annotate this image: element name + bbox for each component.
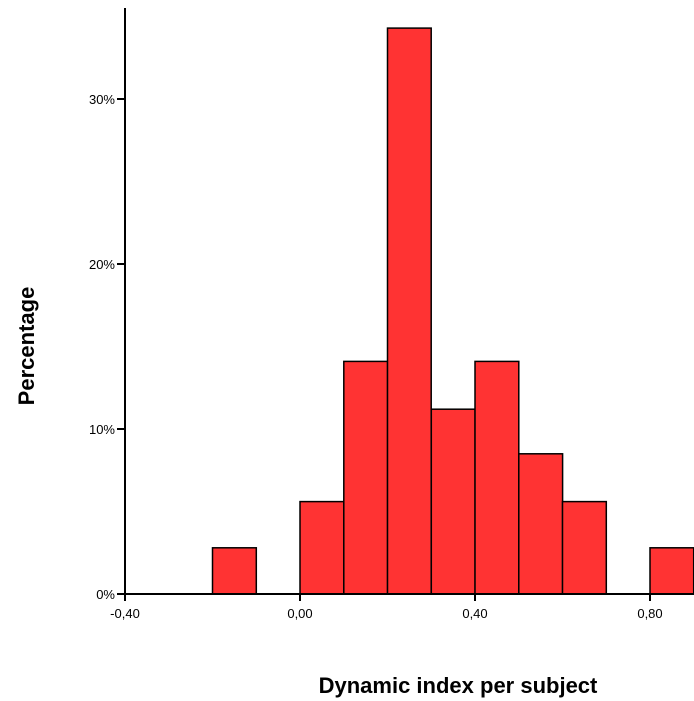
x-axis-title: Dynamic index per subject <box>319 673 598 698</box>
histogram-bars <box>211 27 694 595</box>
y-tick-label: 10% <box>89 422 115 437</box>
histogram-bar <box>561 500 608 595</box>
x-tick-label: 0,80 <box>637 606 662 621</box>
y-axis-title: Percentage <box>14 287 39 406</box>
y-tick-label: 0% <box>96 587 115 602</box>
x-tick-label: -0,40 <box>110 606 140 621</box>
y-tick-label: 20% <box>89 257 115 272</box>
histogram-bar <box>649 547 694 595</box>
histogram-bar <box>299 500 345 595</box>
histogram-bar <box>211 547 258 595</box>
histogram-bar <box>430 408 476 595</box>
x-tick-label: 0,40 <box>462 606 487 621</box>
x-axis-ticks: -0,40 0,00 0,40 0,80 <box>110 594 663 621</box>
histogram-bar <box>474 360 520 595</box>
histogram-bar <box>343 360 389 595</box>
x-tick-label: 0,00 <box>287 606 312 621</box>
histogram-bar <box>386 27 432 595</box>
y-axis-ticks: 0% 10% 20% 30% <box>89 92 125 602</box>
histogram-bar <box>518 453 564 595</box>
y-tick-label: 30% <box>89 92 115 107</box>
